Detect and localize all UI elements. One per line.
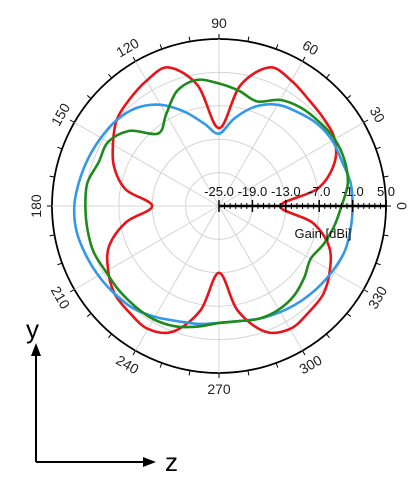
series-line-1: [105, 66, 338, 335]
angle-label: 150: [48, 100, 74, 128]
angle-tick-mark: [49, 234, 55, 237]
angle-tick-mark: [69, 119, 75, 123]
radial-tick-label: -13.0: [271, 184, 301, 199]
radial-tick-label: -7.0: [308, 184, 330, 199]
grid-spoke: [135, 205, 220, 351]
angle-tick-mark: [57, 146, 63, 150]
angle-tick-mark: [363, 119, 369, 123]
angle-tick-mark: [247, 36, 250, 42]
grid-spoke: [218, 205, 364, 290]
grid-spoke: [135, 61, 220, 207]
angle-tick-mark: [346, 312, 352, 317]
angle-tick-mark: [188, 36, 191, 42]
angle-tick-mark: [275, 44, 279, 50]
grid-spoke: [218, 61, 303, 207]
radial-tick-label: -1.0: [341, 184, 363, 199]
radial-axis-title: Gain [dBi]: [294, 226, 351, 241]
angle-tick-mark: [132, 350, 136, 356]
angle-label: 210: [48, 283, 74, 311]
angle-tick-mark: [275, 362, 279, 368]
angle-tick-mark: [86, 312, 92, 317]
angle-tick-mark: [247, 370, 250, 376]
angle-label: 330: [365, 283, 391, 311]
angle-tick-mark: [49, 175, 55, 178]
angle-tick-mark: [325, 73, 330, 79]
angle-tick-mark: [132, 56, 136, 62]
z-axis-arrowhead: [143, 457, 156, 467]
series-line-3: [84, 78, 350, 329]
radial-tick-label: 5.0: [377, 184, 395, 199]
grid-spoke: [74, 122, 220, 207]
angle-tick-mark: [363, 289, 369, 293]
grid-spoke: [218, 122, 364, 207]
y-axis-arrowhead: [31, 343, 41, 356]
radial-tick-label: -25.0: [204, 184, 234, 199]
angle-tick-mark: [302, 350, 306, 356]
angle-tick-mark: [383, 234, 389, 237]
radial-axis: -25.0 -19.0 -13.0 -7.0 -1.0 5.0: [204, 184, 395, 212]
z-axis-label: z: [165, 447, 178, 477]
angle-label: 90: [211, 15, 227, 31]
angle-tick-mark: [383, 175, 389, 178]
angle-tick-mark: [108, 333, 113, 339]
axes-indicator: y z: [26, 314, 178, 477]
angle-tick-mark: [69, 289, 75, 293]
angle-label: 300: [296, 352, 324, 378]
angle-label: 0: [394, 202, 410, 210]
angle-tick-mark: [325, 333, 330, 339]
radial-tick-label: -19.0: [238, 184, 268, 199]
grid-spoke: [218, 205, 303, 351]
angle-label: 240: [113, 352, 141, 378]
angle-label: 120: [113, 35, 141, 61]
gain-series: [72, 66, 354, 335]
grid-spoke: [74, 205, 220, 290]
angle-tick-mark: [108, 73, 113, 79]
angle-label: 180: [28, 194, 44, 218]
angle-label: 30: [367, 104, 389, 126]
y-axis-label: y: [26, 314, 39, 344]
angle-tick-mark: [86, 95, 92, 100]
angle-tick-mark: [159, 362, 163, 368]
angle-tick-mark: [375, 146, 381, 150]
angle-tick-mark: [346, 95, 352, 100]
angle-tick-mark: [375, 262, 381, 266]
angle-tick-mark: [188, 370, 191, 376]
angle-tick-mark: [159, 44, 163, 50]
angle-tick-mark: [57, 262, 63, 266]
polar-grid: [47, 34, 391, 378]
series-line-2: [72, 103, 354, 326]
angle-label: 60: [300, 37, 322, 59]
angle-tick-mark: [302, 56, 306, 62]
angle-label: 270: [207, 381, 231, 397]
